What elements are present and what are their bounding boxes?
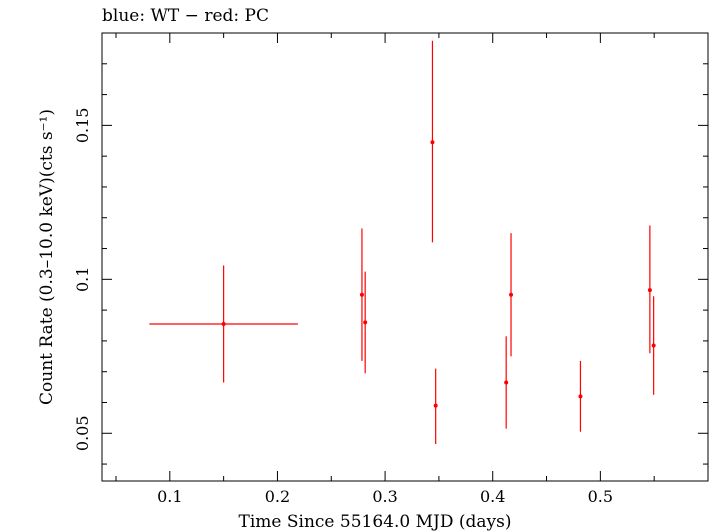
point-marker <box>363 320 368 325</box>
x-tick-label: 0.4 <box>480 487 505 506</box>
point-marker <box>509 292 514 297</box>
x-tick-label: 0.1 <box>157 487 182 506</box>
data-point <box>578 360 583 432</box>
data-point <box>363 271 368 374</box>
point-marker <box>578 394 583 399</box>
data-series <box>149 40 656 445</box>
point-marker <box>647 288 652 293</box>
point-marker <box>433 403 438 408</box>
point-marker <box>504 380 509 385</box>
data-point <box>509 233 514 357</box>
point-marker <box>651 343 656 348</box>
y-axis-label: Count Rate (0.3–10.0 keV)(cts s⁻¹) <box>37 109 57 405</box>
plot-frame <box>101 32 709 482</box>
point-marker <box>221 321 226 326</box>
y-tick-label: 0.15 <box>73 108 92 144</box>
chart-title: blue: WT − red: PC <box>102 6 269 26</box>
data-point <box>433 368 438 445</box>
y-axis: 0.05 0.1 0.15 <box>73 32 708 465</box>
x-axis-label: Time Since 55164.0 MJD (days) <box>239 512 512 532</box>
x-axis: 0.1 0.2 0.3 0.4 0.5 <box>115 33 655 506</box>
x-tick-label: 0.5 <box>588 487 613 506</box>
data-point <box>149 265 298 383</box>
data-point <box>430 40 435 243</box>
point-marker <box>430 140 435 145</box>
y-tick-label: 0.05 <box>73 415 92 451</box>
data-point <box>647 225 652 354</box>
point-marker <box>359 292 364 297</box>
x-tick-label: 0.3 <box>372 487 397 506</box>
x-tick-label: 0.2 <box>265 487 290 506</box>
data-point <box>504 336 509 429</box>
data-point <box>651 296 656 395</box>
data-point <box>359 228 364 361</box>
y-tick-label: 0.1 <box>73 267 92 292</box>
